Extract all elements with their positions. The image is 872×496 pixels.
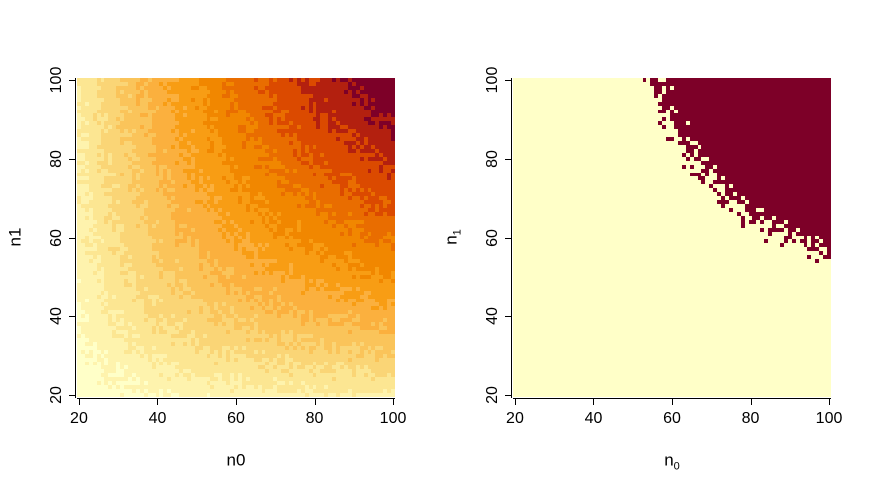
- left-x-tick-label: 20: [70, 410, 88, 427]
- left-power-heatmap-panel: n0 n1 20 40 60 80 100 20 40 60 80 100: [5, 66, 407, 472]
- right-x-tick: [593, 399, 595, 405]
- right-y-tick: [505, 237, 511, 239]
- right-y-tick-label: 80: [484, 149, 501, 168]
- right-y-tick: [505, 395, 511, 397]
- right-x-tick-label: 20: [506, 410, 524, 427]
- left-x-tick: [78, 399, 80, 405]
- left-y-tick-label: 80: [48, 149, 65, 168]
- left-y-tick: [69, 316, 75, 318]
- left-y-tick-label: 20: [48, 386, 65, 404]
- left-y-tick: [69, 237, 75, 239]
- right-x-axis-line: [513, 398, 831, 399]
- left-x-axis-title: n0: [227, 451, 246, 472]
- right-y-tick-label: 20: [484, 386, 501, 404]
- right-y-tick-label: 60: [484, 228, 501, 247]
- left-y-tick: [69, 79, 75, 81]
- left-y-tick-label: 40: [48, 307, 65, 326]
- left-y-tick: [69, 158, 75, 160]
- right-y-tick-label: 100: [484, 66, 501, 94]
- right-x-tick-label: 80: [741, 410, 760, 427]
- right-y-axis-line: [511, 78, 512, 398]
- right-y-tick: [505, 316, 511, 318]
- left-heatmap-image: [77, 78, 395, 397]
- right-y-tick: [505, 158, 511, 160]
- right-x-tick: [672, 399, 673, 405]
- right-x-axis-title-base: n: [664, 450, 674, 470]
- left-x-tick: [157, 399, 159, 405]
- left-x-axis-line: [77, 398, 395, 399]
- left-y-axis-title-base: n1: [5, 227, 25, 247]
- right-x-axis-title: n0: [664, 451, 680, 472]
- right-x-tick-label: 40: [584, 410, 603, 427]
- right-x-tick-label: 100: [815, 410, 843, 427]
- right-x-axis-title-sub: 0: [673, 460, 680, 473]
- right-y-axis-title-base: n: [441, 235, 461, 245]
- left-x-tick-label: 40: [148, 410, 167, 427]
- left-x-tick: [314, 399, 316, 405]
- right-y-tick: [505, 79, 511, 81]
- right-heatmap-image: [513, 78, 831, 397]
- right-x-tick-label: 60: [663, 410, 681, 427]
- left-x-tick: [236, 399, 237, 405]
- left-y-tick-label: 100: [48, 66, 65, 94]
- left-x-tick-label: 80: [305, 410, 324, 427]
- right-x-tick: [750, 399, 752, 405]
- right-binary-heatmap-panel: n0 n1 20 40 60 80 100 20 40 60 80 100: [436, 0, 872, 496]
- right-y-tick-label: 40: [484, 307, 501, 326]
- right-x-tick: [829, 399, 831, 405]
- left-x-tick-label: 100: [379, 410, 407, 427]
- left-x-tick: [393, 399, 395, 405]
- left-y-axis-line: [75, 78, 76, 398]
- left-y-axis-title: n1: [5, 227, 27, 247]
- left-x-tick-label: 60: [227, 410, 245, 427]
- right-y-axis-title-sub: 1: [451, 229, 464, 236]
- left-y-tick: [69, 395, 75, 397]
- left-y-tick-label: 60: [48, 228, 65, 247]
- left-x-axis-title-base: n0: [226, 450, 246, 470]
- right-x-tick: [514, 399, 516, 405]
- right-y-axis-title: n1: [441, 229, 464, 245]
